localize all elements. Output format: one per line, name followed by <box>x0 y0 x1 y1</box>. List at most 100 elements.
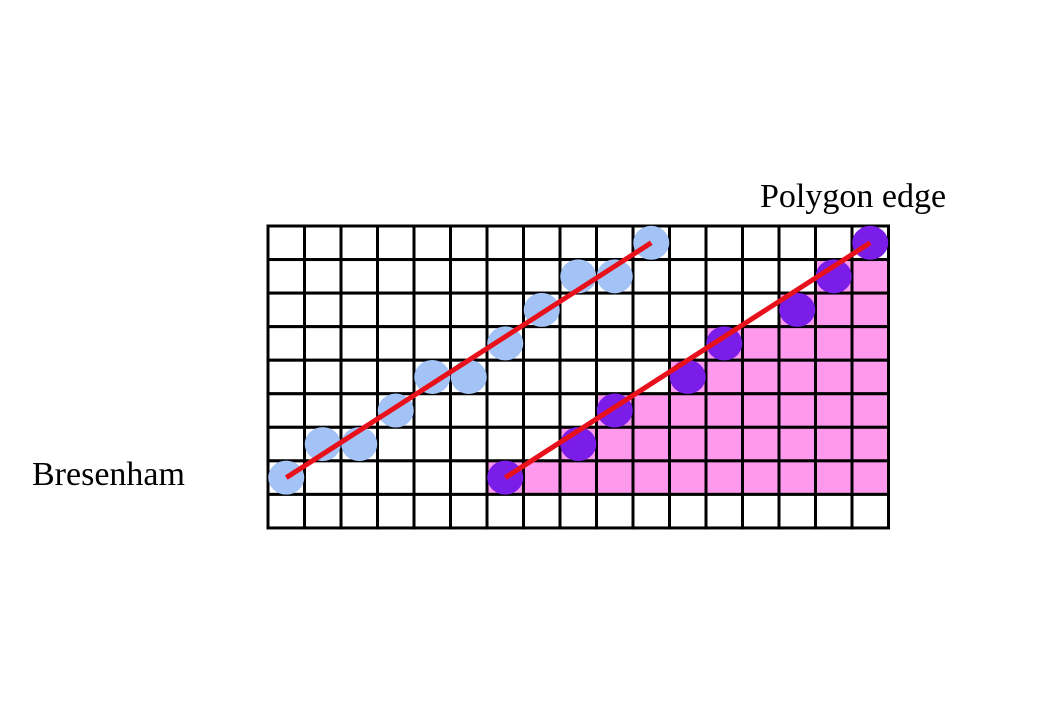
grid-cell <box>741 258 781 295</box>
grid-cell <box>558 492 598 530</box>
grid-cell <box>704 358 744 396</box>
grid-cell <box>266 492 306 530</box>
grid-cell <box>595 291 635 329</box>
bresenham-pixel <box>487 326 524 361</box>
grid-cell <box>303 291 343 329</box>
grid-cell <box>376 325 416 362</box>
grid-cell <box>814 425 854 463</box>
grid-cell <box>814 459 854 496</box>
grid-cell <box>668 224 708 262</box>
grid-cell <box>303 492 343 530</box>
grid-cell <box>668 392 708 429</box>
grid-cell <box>449 392 489 429</box>
grid-cell <box>339 258 379 295</box>
grid-cell <box>850 425 890 463</box>
grid-cell <box>668 325 708 362</box>
polygon-edge-label: Polygon edge <box>760 178 946 215</box>
grid-cell <box>449 425 489 463</box>
grid-cell <box>850 291 890 329</box>
grid-cell <box>485 224 525 262</box>
grid-cell <box>449 459 489 496</box>
grid-cell <box>668 258 708 295</box>
grid-cell <box>522 258 562 295</box>
grid-cell <box>412 459 452 496</box>
bresenham-pixel <box>596 259 633 294</box>
grid-cell <box>777 425 817 463</box>
bresenham-pixel <box>450 359 487 394</box>
grid-cell <box>485 258 525 295</box>
grid-cell <box>850 258 890 295</box>
grid-cell <box>412 224 452 262</box>
grid-cell <box>631 291 671 329</box>
grid-cell <box>303 358 343 396</box>
grid-cell <box>522 492 562 530</box>
grid-cell <box>339 492 379 530</box>
grid-cell <box>485 291 525 329</box>
grid-cell <box>376 459 416 496</box>
grid-cell <box>558 358 598 396</box>
grid-cell <box>376 291 416 329</box>
polygon-pixel <box>669 359 706 394</box>
grid-cell <box>376 425 416 463</box>
grid-cell <box>412 325 452 362</box>
grid-cell <box>850 492 890 530</box>
edge-lines <box>284 240 872 480</box>
grid-cell <box>814 291 854 329</box>
grid-cell <box>303 392 343 429</box>
grid-cell <box>266 325 306 362</box>
grid-cell <box>668 291 708 329</box>
grid-cell <box>631 425 671 463</box>
grid-cell <box>595 425 635 463</box>
grid-cell <box>777 459 817 496</box>
grid-cell <box>741 492 781 530</box>
grid-cell <box>303 258 343 295</box>
grid-cell <box>777 325 817 362</box>
grid-cell <box>595 459 635 496</box>
polygon-pixel <box>779 292 816 327</box>
grid-cell <box>631 258 671 295</box>
grid-cell <box>376 258 416 295</box>
grid-cell <box>777 224 817 262</box>
grid-cell <box>449 492 489 530</box>
bresenham-pixel <box>414 359 451 394</box>
grid-cell <box>631 392 671 429</box>
grid-cell <box>339 459 379 496</box>
grid-cell <box>449 224 489 262</box>
grid-cell <box>777 392 817 429</box>
grid-cell <box>741 459 781 496</box>
grid-cell <box>303 224 343 262</box>
grid-cell <box>595 492 635 530</box>
bresenham-label: Bresenham <box>32 456 185 493</box>
grid-cell <box>522 224 562 262</box>
grid-cell <box>704 224 744 262</box>
grid-cell <box>595 325 635 362</box>
grid-cell <box>522 459 562 496</box>
grid-cell <box>704 492 744 530</box>
grid-cell <box>741 358 781 396</box>
grid-cell <box>412 425 452 463</box>
grid-cell <box>376 224 416 262</box>
grid-cell <box>522 392 562 429</box>
grid-cell <box>303 459 343 496</box>
grid-cell <box>558 459 598 496</box>
grid-cell <box>449 325 489 362</box>
grid-cell <box>631 325 671 362</box>
grid-cell <box>850 325 890 362</box>
grid-cell <box>741 224 781 262</box>
grid-cell <box>704 258 744 295</box>
grid-cell <box>850 459 890 496</box>
grid-cell <box>412 492 452 530</box>
grid-cell <box>814 325 854 362</box>
grid-cell <box>704 459 744 496</box>
grid-cell <box>850 358 890 396</box>
grid-cell <box>266 392 306 429</box>
grid-cell <box>412 258 452 295</box>
grid-cell <box>266 358 306 396</box>
grid-cell <box>814 358 854 396</box>
grid-cell <box>777 358 817 396</box>
grid-cell <box>814 224 854 262</box>
grid-cell <box>266 224 306 262</box>
grid-cell <box>485 392 525 429</box>
grid-cell <box>303 325 343 362</box>
